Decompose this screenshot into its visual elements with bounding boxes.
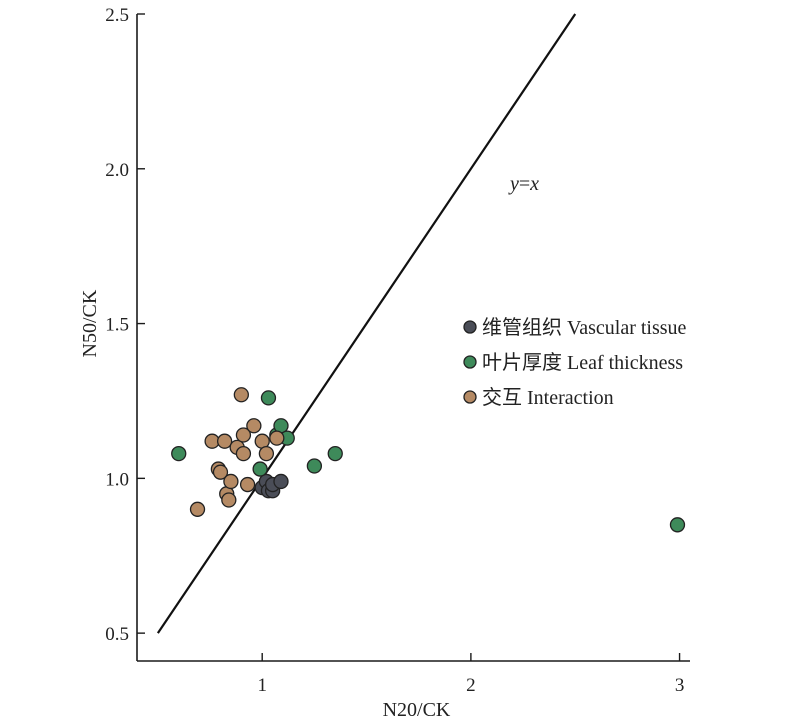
y-tick-label: 0.5 [105,624,129,645]
ref-label-y: y [508,173,519,195]
data-point-series-1 [273,473,289,490]
data-point-series-2 [306,458,323,474]
y-tick-label: 1.5 [105,315,129,336]
x-ticks: 1 2 3 [257,653,684,696]
x-tick-label: 1 [257,675,267,696]
data-point-series-3 [189,501,206,517]
x-tick-label: 2 [466,675,476,696]
legend-label: 叶片厚度 Leaf thickness [482,351,683,374]
data-point-series-2 [260,390,277,406]
legend-label: 维管组织 Vascular tissue [482,316,687,339]
data-point-series-3 [258,445,275,462]
data-point-series-3 [216,433,233,449]
data-point-series-3 [235,427,252,443]
ref-label-eq: = [519,173,530,195]
legend-marker [463,355,477,369]
x-tick-label: 3 [675,675,685,696]
data-point-series-3 [235,445,252,462]
y-ticks: 0.5 1.0 1.5 2.0 2.5 [105,5,145,645]
reference-line-y-equals-x [156,13,577,634]
data-point-series-2 [252,461,268,477]
data-point-series-2 [327,445,343,462]
legend-label: 交互 Interaction [482,386,614,409]
y-tick-label: 1.0 [105,469,129,490]
data-point-series-2 [171,445,187,462]
data-point-series-3 [212,464,229,480]
ref-label-x: x [529,173,539,195]
data-point-series-3 [246,418,262,434]
axes [136,14,690,662]
data-point-series-3 [221,492,237,508]
data-point-series-3 [239,476,256,493]
legend: 维管组织 Vascular tissue 叶片厚度 Leaf thickness 交… [463,316,687,409]
y-tick-label: 2.0 [105,160,129,181]
data-point-series-2 [669,517,686,533]
data-point-series-3 [233,387,249,403]
data-point-series-3 [223,473,239,490]
reference-line-label: y=x [508,173,539,195]
y-axis-title: N50/CK [79,289,101,357]
data-points [171,387,686,533]
data-point-series-3 [269,430,285,446]
legend-marker [463,390,477,404]
y-tick-label: 2.5 [105,5,129,26]
x-axis-title: N20/CK [383,699,451,721]
legend-marker [463,320,477,334]
